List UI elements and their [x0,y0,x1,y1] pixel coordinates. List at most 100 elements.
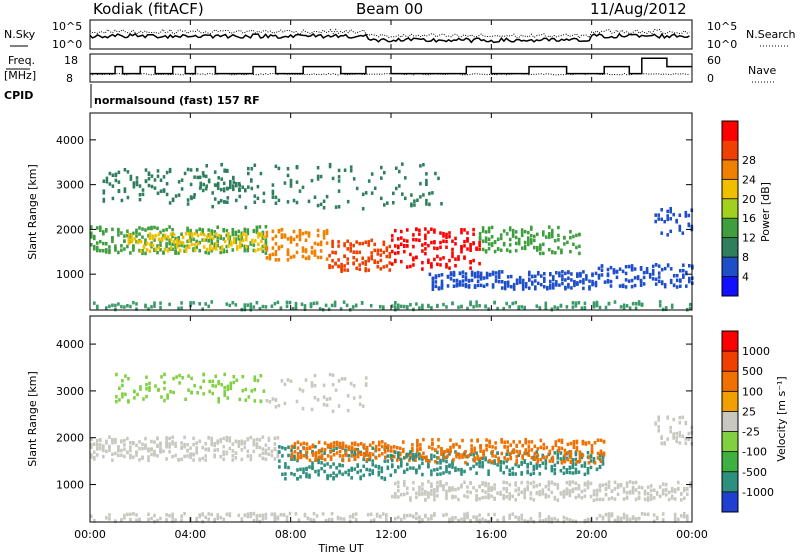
power-cell [502,241,506,246]
velocity-cell [574,481,578,485]
power-cell [553,305,557,309]
power-cell [261,244,265,249]
power-cell [669,229,672,234]
velocity-cell [418,485,421,490]
power-cell [177,243,180,248]
velocity-cell [138,440,141,444]
power-cell [331,239,334,244]
power-cell [464,278,468,282]
velocity-cell [311,464,314,469]
power-cell [208,232,212,236]
power-cell [316,255,320,260]
power-cell [193,175,196,179]
power-cell [157,232,161,236]
power-cell [361,256,364,260]
velocity-cell [415,516,418,521]
velocity-cell [160,375,163,379]
power-cell [376,265,380,269]
velocity-cell [371,446,374,450]
velocity-cell [517,464,520,468]
power-cell [264,305,268,309]
power-cell [425,172,428,176]
power-cell [478,247,481,251]
velocity-cell [470,450,473,454]
velocity-cell [628,480,632,484]
velocity-cell [637,496,641,501]
velocity-cell [448,517,451,521]
power-cell [469,246,472,250]
power-cell [249,242,253,246]
power-cell [286,258,290,262]
power-cell [597,276,601,280]
velocity-cell [673,515,677,519]
velocity-cell [487,488,490,493]
velocity-cell [541,491,545,496]
velocity-cell [150,439,153,444]
velocity-cell [565,470,569,475]
power-cell [687,213,691,218]
velocity-cell [514,488,517,493]
velocity-cell [293,450,297,454]
power-cell [153,225,156,230]
velocity-cell [270,449,274,454]
power-cell [401,192,404,196]
x-axis-label: Time UT [317,542,363,554]
velocity-cell [529,492,533,496]
velocity-cell [302,454,306,458]
power-cell [193,232,197,236]
velocity-cell [583,494,587,498]
velocity-cell [165,518,168,522]
velocity-cell [481,461,484,465]
velocity-cell [524,448,527,452]
velocity-cell [111,458,114,462]
power-cell [364,240,367,244]
velocity-cell [560,446,564,451]
velocity-colorbar-swatch [722,431,738,453]
power-cell [530,241,533,245]
power-cell [431,284,435,288]
velocity-cell [551,458,555,462]
velocity-cell [577,494,581,498]
velocity-cell [544,495,548,499]
velocity-cell [683,488,686,493]
power-cell [651,269,655,273]
power-cell [139,239,143,244]
velocity-cell [436,489,439,493]
power-cell [583,301,587,306]
velocity-cell [529,481,533,486]
velocity-cell [652,496,656,500]
power-cell [634,306,638,310]
power-cell [192,237,195,242]
velocity-cell [166,393,169,397]
velocity-cell [347,468,350,473]
power-cell [159,248,162,252]
power-cell [415,238,418,242]
velocity-cell [261,513,265,518]
velocity-cell [687,437,691,442]
velocity-cell [267,446,271,451]
power-cell [424,247,427,251]
velocity-cell [201,445,204,450]
power-cell [663,266,667,271]
velocity-cell [446,454,449,458]
power-cell [319,202,323,207]
power-cell [648,275,652,279]
power-cell [645,270,649,274]
power-cell [273,301,277,306]
velocity-cell [356,443,360,447]
velocity-cell [684,437,688,441]
velocity-cell [362,473,365,478]
velocity-cell [436,485,439,490]
velocity-cell [625,491,629,495]
power-cell [159,243,162,247]
power-cell [564,271,567,276]
velocity-cell [472,515,475,519]
power-cell [505,248,509,252]
power-cell [360,301,364,305]
velocity-cell [180,518,183,522]
power-cell [654,219,657,224]
velocity-cell [424,513,427,518]
velocity-cell [568,482,572,487]
power-cell [439,263,442,267]
power-cell [457,257,460,261]
